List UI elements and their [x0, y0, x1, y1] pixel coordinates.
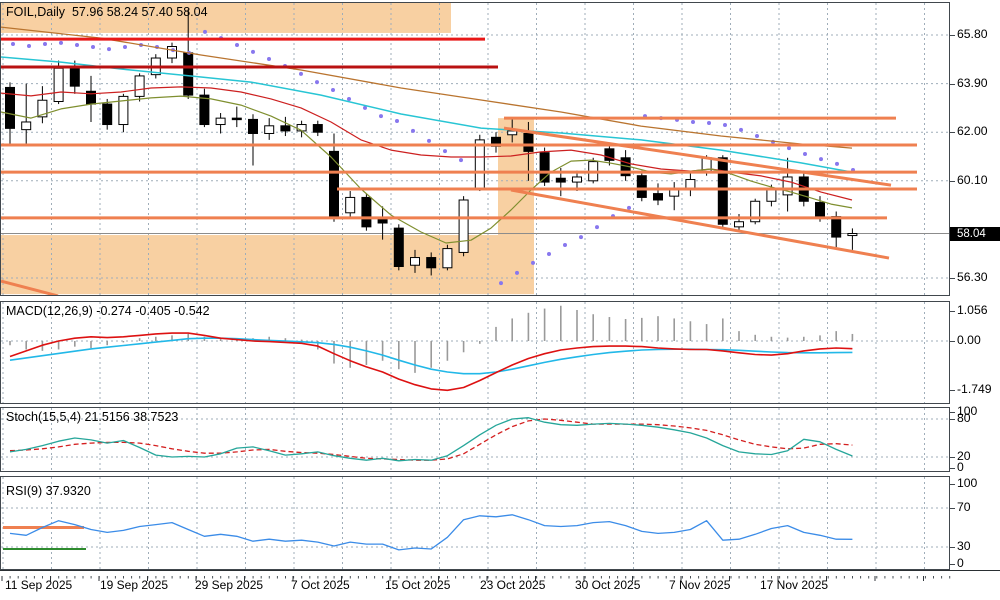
time-axis-label: 11 Sep 2025 [5, 578, 73, 592]
axis-tick [950, 419, 955, 420]
rsi-label: RSI(9) 37.9320 [6, 484, 91, 498]
axis-tick [950, 468, 955, 469]
macd-canvas [1, 302, 949, 403]
time-axis-label: 23 Oct 2025 [480, 578, 546, 592]
axis-label: 100 [957, 476, 978, 490]
current-price-badge: 58.04 [950, 227, 1000, 241]
axis-label: 65.80 [957, 27, 988, 41]
time-axis-label: 19 Sep 2025 [100, 578, 169, 592]
rsi-panel[interactable]: RSI(9) 37.9320 [0, 476, 950, 570]
axis-tick [950, 564, 955, 565]
axis-tick [950, 311, 955, 313]
price-chart-canvas [1, 3, 949, 295]
time-axis-label: 29 Sep 2025 [195, 578, 264, 592]
axis-tick [950, 508, 955, 509]
time-axis-label: 30 Oct 2025 [575, 578, 641, 592]
axis-label: 30 [957, 539, 971, 553]
axis-label: 63.90 [957, 75, 988, 90]
axis-label: 62.00 [957, 124, 988, 139]
axis-label: 0 [957, 556, 964, 570]
axis-label: 60.10 [957, 172, 988, 187]
stochastic-label: Stoch(15,5,4) 21.5156 38.7523 [6, 410, 179, 424]
axis-tick [950, 278, 955, 279]
axis-label: 70 [957, 500, 971, 514]
macd-label: MACD(12,26,9) -0.274 -0.405 -0.542 [6, 304, 210, 318]
axis-label: 20 [957, 449, 971, 463]
axis-label: 56.30 [957, 270, 988, 284]
axis-label: 80 [957, 411, 971, 425]
price-chart-panel[interactable]: FOIL,Daily 57.96 58.24 57.40 58.04 [0, 2, 950, 296]
axis-tick [950, 457, 955, 458]
axis-tick [950, 484, 955, 485]
axis-label: 0 [957, 460, 964, 474]
axis-tick [950, 83, 955, 85]
axis-tick [950, 547, 955, 548]
macd-panel[interactable]: MACD(12,26,9) -0.274 -0.405 -0.542 [0, 301, 950, 404]
axis-label: 100 [957, 404, 978, 418]
axis-tick [950, 341, 955, 342]
time-axis[interactable]: 11 Sep 2025 19 Sep 2025 29 Sep 2025 7 Oct 2… [0, 570, 1000, 600]
time-axis-label: 17 Nov 2025 [760, 578, 829, 592]
time-axis-label: 15 Oct 2025 [385, 578, 451, 592]
chart-title: FOIL,Daily 57.96 58.24 57.40 58.04 [6, 5, 208, 19]
axis-tick [950, 180, 955, 182]
axis-label: 1.056 [957, 303, 988, 318]
axis-tick [950, 132, 955, 134]
axis-label: -1.749 [957, 382, 992, 397]
time-tick-marks [1, 576, 951, 581]
price-axis[interactable]: 58.04 65.80 63.90 62.00 60.10 56.30 1.056 0.00… [950, 0, 1000, 570]
time-axis-label: 7 Nov 2025 [669, 578, 731, 592]
axis-tick [950, 412, 955, 413]
rsi-canvas [1, 477, 949, 569]
time-axis-label: 7 Oct 2025 [291, 578, 350, 592]
stochastic-canvas [1, 408, 949, 471]
axis-tick [950, 35, 955, 36]
stochastic-panel[interactable]: Stoch(15,5,4) 21.5156 38.7523 [0, 407, 950, 472]
axis-tick [950, 390, 955, 392]
axis-label: 0.00 [957, 333, 981, 347]
